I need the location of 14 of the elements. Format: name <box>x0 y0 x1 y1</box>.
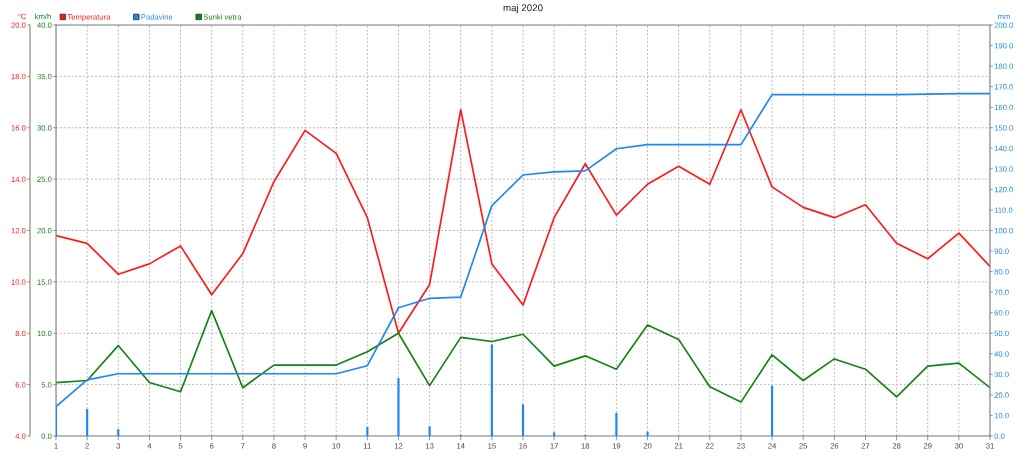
chart-title: maj 2020 <box>503 4 543 14</box>
bar <box>366 426 369 436</box>
bar <box>521 404 525 436</box>
bar <box>615 412 618 436</box>
bar <box>553 432 556 436</box>
bar <box>86 409 89 436</box>
bar <box>428 426 431 436</box>
bar <box>770 385 774 436</box>
line-series <box>56 309 990 403</box>
bar <box>646 431 649 436</box>
line-series <box>56 108 990 335</box>
bar <box>397 378 400 436</box>
bar <box>490 344 493 436</box>
bar <box>117 429 120 436</box>
